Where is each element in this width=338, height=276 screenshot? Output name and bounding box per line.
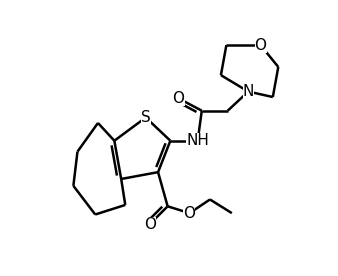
Text: N: N bbox=[243, 84, 254, 99]
Text: S: S bbox=[141, 110, 151, 125]
Text: O: O bbox=[184, 206, 195, 221]
Text: O: O bbox=[144, 217, 156, 232]
Text: O: O bbox=[173, 91, 185, 106]
Text: O: O bbox=[255, 38, 267, 53]
Text: NH: NH bbox=[186, 133, 209, 148]
